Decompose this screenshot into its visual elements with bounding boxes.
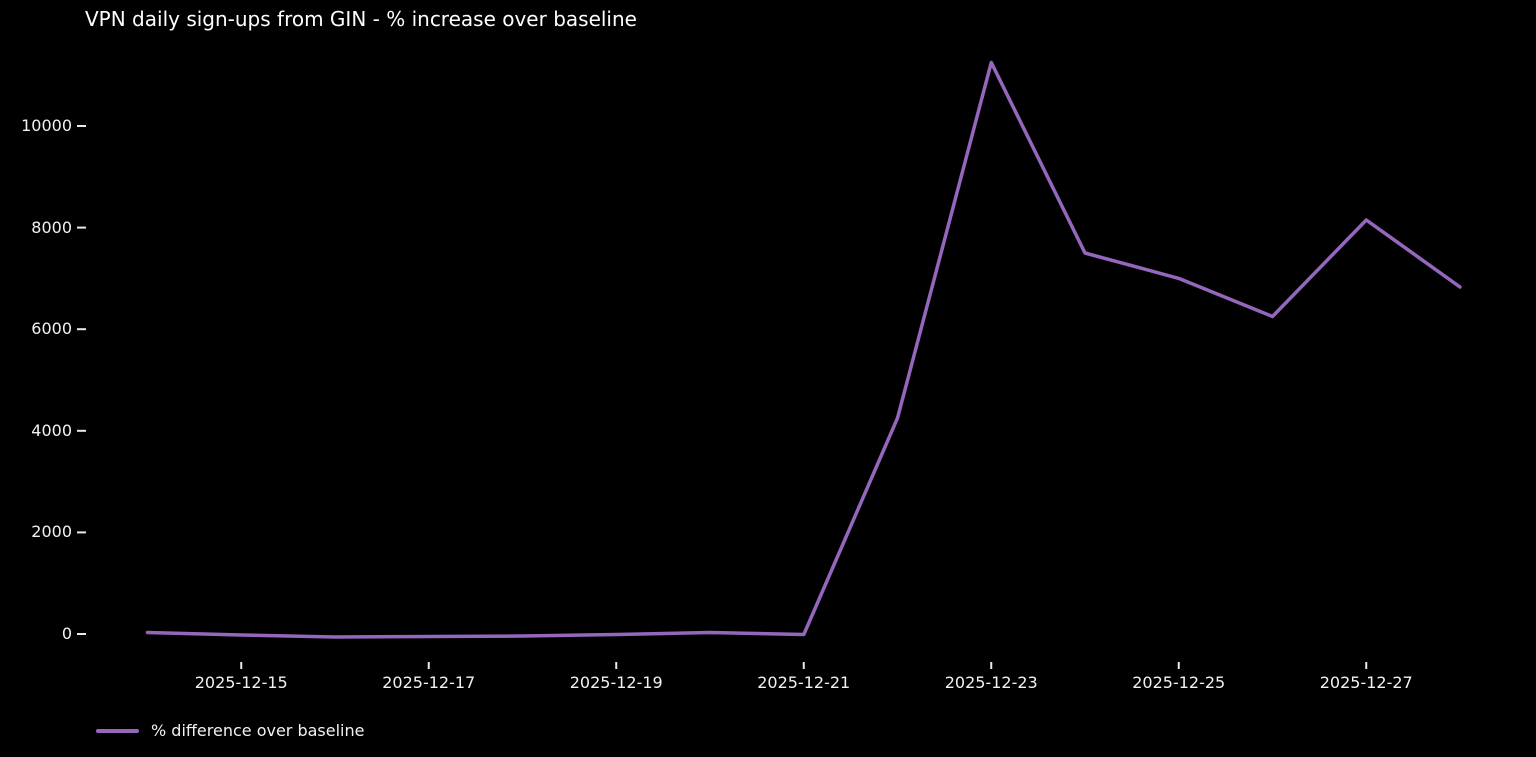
x-tick-label: 2025-12-25 — [1132, 673, 1226, 692]
y-tick-label: 6000 — [31, 319, 72, 339]
y-tick-label: 4000 — [31, 420, 72, 440]
x-tick-label: 2025-12-15 — [194, 673, 288, 692]
x-tick-label: 2025-12-21 — [757, 673, 851, 692]
x-tick-label: 2025-12-19 — [569, 673, 663, 692]
legend: % difference over baseline — [96, 721, 364, 740]
legend-label: % difference over baseline — [151, 721, 365, 740]
y-tick-label: 10000 — [21, 116, 72, 135]
tick-marks — [77, 125, 1368, 669]
x-tick-label: 2025-12-23 — [944, 673, 1038, 692]
y-tick-label: 2000 — [31, 522, 72, 542]
chart-title: VPN daily sign-ups from GIN - % increase… — [85, 7, 637, 31]
y-tick-label: 0 — [61, 624, 72, 643]
x-tick-label: 2025-12-27 — [1319, 673, 1413, 692]
series-line — [145, 60, 1462, 639]
legend-line-swatch — [96, 728, 139, 733]
y-tick-label: 8000 — [31, 217, 72, 237]
x-tick-label: 2025-12-17 — [382, 673, 476, 692]
